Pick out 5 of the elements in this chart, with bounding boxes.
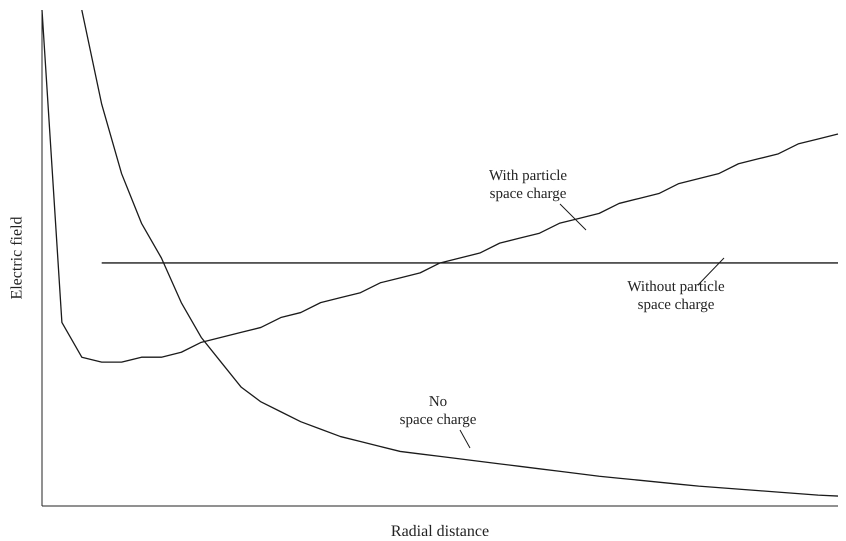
x-axis-title: Radial distance (390, 523, 490, 540)
series-label: No space charge (400, 394, 477, 428)
legend-label: Without particle space charge (627, 279, 725, 313)
series-label: With particle space charge (488, 168, 568, 202)
y-axis-title: Electric field (8, 216, 26, 300)
